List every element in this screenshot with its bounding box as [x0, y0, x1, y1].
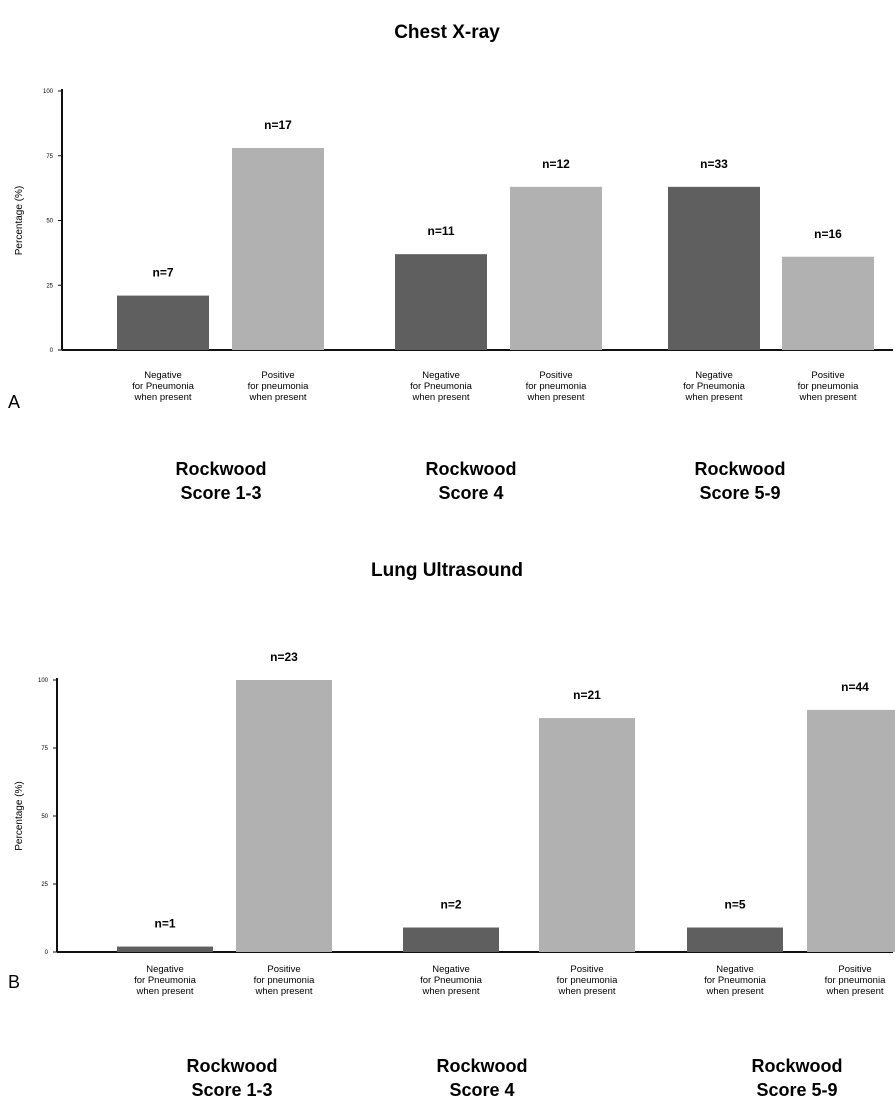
- bar-n-label: n=23: [270, 650, 298, 664]
- bar-negative: [117, 295, 209, 350]
- group-label: Rockwood: [694, 459, 785, 479]
- y-tick-label: 100: [38, 678, 49, 684]
- category-label: Positive: [267, 964, 300, 975]
- category-label: for Pneumonia: [683, 381, 746, 392]
- y-tick-label: 50: [46, 219, 53, 225]
- bar-positive: [807, 709, 895, 952]
- y-axis-label: Percentage (%): [14, 781, 25, 850]
- category-label: when present: [135, 986, 193, 997]
- category-label: Negative: [695, 370, 733, 381]
- panel-label: A: [8, 392, 20, 412]
- y-tick-label: 25: [41, 882, 48, 888]
- group-label: Score 1-3: [180, 483, 261, 503]
- bar-positive: [510, 186, 602, 350]
- category-label: Negative: [144, 370, 182, 381]
- category-label: for Pneumonia: [410, 381, 473, 392]
- category-label: Positive: [570, 964, 603, 975]
- category-label: Negative: [716, 964, 754, 975]
- category-label: for pneumonia: [248, 381, 309, 392]
- y-tick-label: 0: [45, 950, 49, 956]
- bar-n-label: n=16: [814, 227, 842, 241]
- category-label: when present: [133, 392, 191, 403]
- y-tick-label: 75: [46, 154, 53, 160]
- group-label: Score 5-9: [699, 483, 780, 503]
- category-label: for pneumonia: [254, 975, 315, 986]
- group-label: Rockwood: [425, 459, 516, 479]
- category-label: when present: [526, 392, 584, 403]
- category-label: when present: [421, 986, 479, 997]
- category-label: Negative: [422, 370, 460, 381]
- category-label: for pneumonia: [557, 975, 618, 986]
- y-tick-label: 0: [50, 348, 54, 354]
- bar-negative: [687, 927, 783, 952]
- bar-positive: [782, 256, 874, 350]
- category-label: Positive: [261, 370, 294, 381]
- group-label: Score 5-9: [756, 1080, 837, 1100]
- category-label: for Pneumonia: [420, 975, 483, 986]
- bar-n-label: n=2: [440, 898, 461, 912]
- category-label: when present: [684, 392, 742, 403]
- group-label: Rockwood: [175, 459, 266, 479]
- bar-n-label: n=33: [700, 157, 728, 171]
- bar-positive: [236, 680, 332, 952]
- category-label: for pneumonia: [798, 381, 859, 392]
- bar-n-label: n=11: [427, 224, 454, 238]
- category-label: when present: [798, 392, 856, 403]
- category-label: for Pneumonia: [704, 975, 767, 986]
- bar-n-label: n=1: [154, 917, 175, 931]
- bar-n-label: n=7: [152, 266, 173, 280]
- category-label: when present: [254, 986, 312, 997]
- category-label: for pneumonia: [825, 975, 886, 986]
- group-label: Rockwood: [186, 1056, 277, 1076]
- category-label: when present: [705, 986, 763, 997]
- group-label: Score 4: [449, 1080, 514, 1100]
- category-label: Negative: [146, 964, 184, 975]
- category-label: when present: [248, 392, 306, 403]
- category-label: when present: [411, 392, 469, 403]
- bar-n-label: n=21: [573, 688, 601, 702]
- category-label: Positive: [811, 370, 844, 381]
- category-label: when present: [557, 986, 615, 997]
- category-label: Negative: [432, 964, 470, 975]
- y-axis-label: Percentage (%): [14, 186, 25, 255]
- category-label: for Pneumonia: [134, 975, 197, 986]
- bar-negative: [395, 254, 487, 350]
- bar-n-label: n=5: [724, 898, 745, 912]
- category-label: when present: [825, 986, 883, 997]
- category-label: Positive: [539, 370, 572, 381]
- y-tick-label: 75: [41, 746, 48, 752]
- bar-negative: [668, 186, 760, 350]
- y-tick-label: 50: [41, 814, 48, 820]
- category-label: for pneumonia: [526, 381, 587, 392]
- panel-label: B: [8, 972, 20, 992]
- bar-n-label: n=12: [542, 157, 570, 171]
- bar-n-label: n=44: [841, 680, 869, 694]
- bar-positive: [232, 147, 324, 350]
- group-label: Score 4: [438, 483, 503, 503]
- bar-negative: [403, 927, 499, 952]
- chart-title: Chest X-ray: [394, 22, 500, 43]
- group-label: Rockwood: [436, 1056, 527, 1076]
- bar-negative: [117, 946, 213, 952]
- category-label: for Pneumonia: [132, 381, 195, 392]
- group-label: Rockwood: [751, 1056, 842, 1076]
- chart-title: Lung Ultrasound: [371, 560, 523, 581]
- bar-positive: [539, 718, 635, 952]
- y-tick-label: 100: [43, 89, 54, 95]
- group-label: Score 1-3: [191, 1080, 272, 1100]
- bar-n-label: n=17: [264, 118, 292, 132]
- category-label: Positive: [838, 964, 871, 975]
- y-tick-label: 25: [46, 283, 53, 289]
